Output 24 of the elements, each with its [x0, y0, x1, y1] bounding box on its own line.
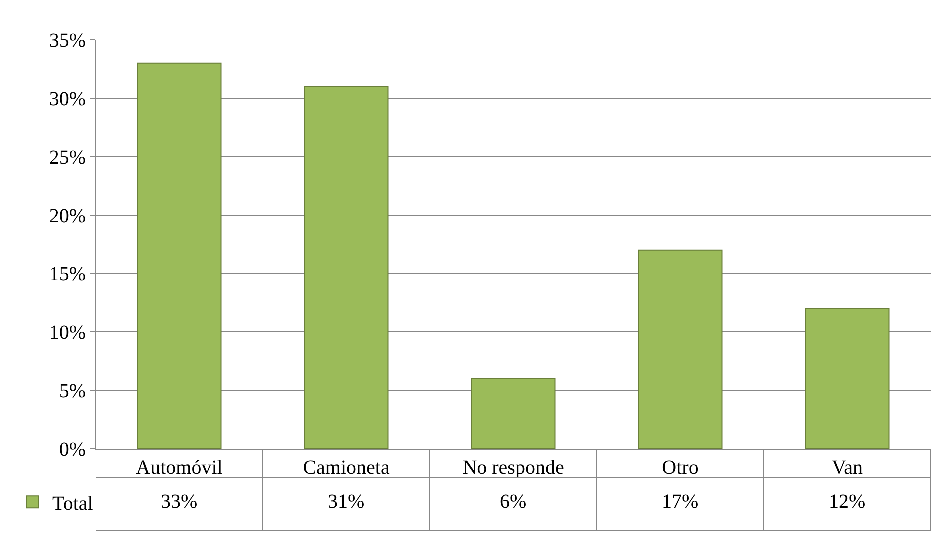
bar [137, 62, 222, 449]
bar [304, 86, 389, 449]
bar [638, 250, 723, 449]
y-tick-label: 0% [59, 439, 86, 461]
y-tick-label: 5% [59, 380, 86, 403]
data-label: 6% [500, 491, 527, 513]
data-label: 17% [662, 491, 699, 513]
x-tick-label: Van [832, 457, 864, 479]
y-tick-label: 25% [49, 146, 86, 169]
legend-label: Total [52, 492, 94, 515]
y-tick-label: 15% [49, 264, 86, 286]
y-tick-label: 20% [49, 205, 86, 228]
data-label: 31% [328, 491, 365, 513]
x-tick-label: No responde [462, 457, 564, 479]
bar [471, 378, 556, 449]
y-tick-label: 10% [49, 322, 86, 344]
data-label: 33% [161, 491, 198, 513]
y-tick-label: 30% [49, 88, 86, 110]
y-tick-label: 35% [49, 30, 86, 52]
bar [805, 308, 890, 449]
x-tick-label: Automóvil [136, 457, 224, 479]
data-label: 12% [829, 491, 866, 513]
x-tick-label: Otro [662, 457, 699, 479]
x-tick-label: Camioneta [303, 457, 390, 479]
